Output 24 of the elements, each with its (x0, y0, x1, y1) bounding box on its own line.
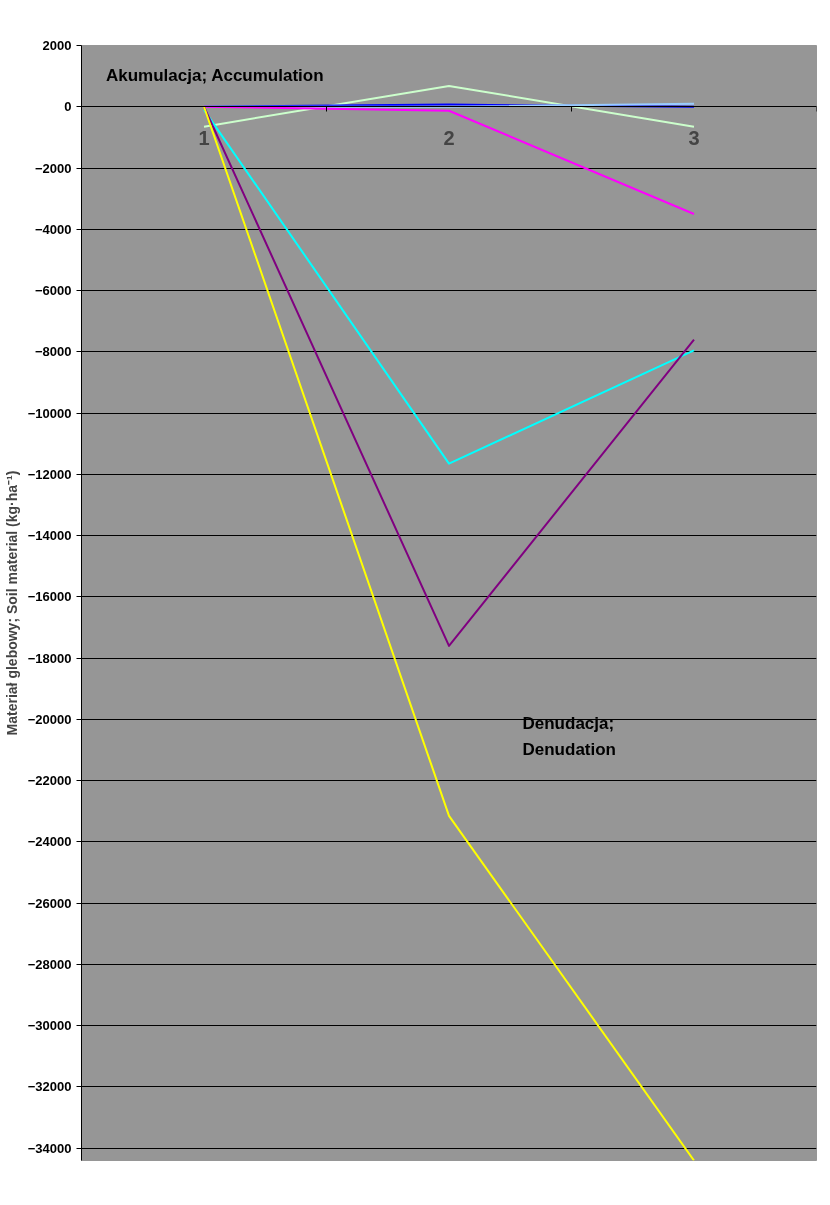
y-tick-label: −34000 (27, 1140, 72, 1156)
y-tick-label: −8000 (34, 344, 72, 360)
x-tick-label: 3 (688, 126, 700, 149)
y-tick-label: −28000 (27, 956, 72, 972)
y-tick-label: −2000 (34, 160, 72, 176)
y-tick-label: −22000 (27, 773, 72, 789)
y-tick-label: −12000 (27, 466, 72, 482)
x-tick-label: 2 (443, 126, 455, 149)
y-tick-label: −20000 (27, 711, 72, 727)
y-tick-label: −16000 (27, 589, 72, 605)
y-axis-title: Materiał glebowy; Soil material (kg·ha⁻¹) (3, 470, 20, 736)
y-tick-label: −24000 (27, 834, 72, 850)
x-tick-label: 1 (198, 126, 210, 149)
y-tick-label: −6000 (34, 283, 72, 299)
y-tick-label: −14000 (27, 528, 72, 544)
annotation: Akumulacja; Accumulation (106, 65, 324, 85)
y-tick-label: −32000 (27, 1079, 72, 1095)
y-tick-label: −30000 (27, 1018, 72, 1034)
y-tick-label: −26000 (27, 895, 72, 911)
y-tick-label: −18000 (27, 650, 72, 666)
y-tick-label: 2000 (42, 38, 72, 53)
y-tick-label: 0 (64, 99, 72, 115)
y-tick-label: −4000 (34, 221, 72, 237)
y-tick-label: −10000 (27, 405, 72, 421)
